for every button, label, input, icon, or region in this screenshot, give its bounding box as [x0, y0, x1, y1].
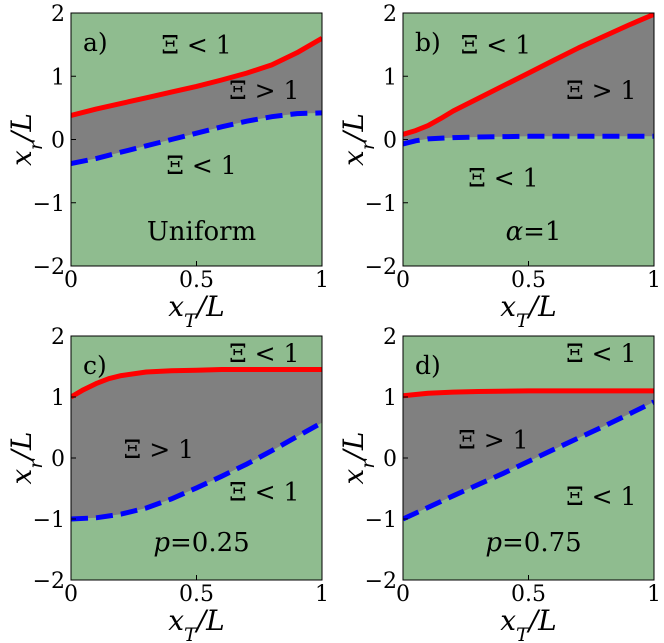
y-axis-label: xr/L — [337, 432, 379, 485]
y-tick-label: −2 — [365, 569, 397, 594]
panel-label: a) — [83, 28, 108, 57]
x-axis-label: xT/L — [500, 290, 557, 332]
x-tick-label: 0 — [64, 582, 78, 607]
y-axis-label: xr/L — [5, 432, 47, 485]
y-axis-label: xr/L — [337, 113, 379, 166]
y-axis-label: xr/L — [5, 113, 47, 166]
y-tick-label: 1 — [51, 386, 65, 411]
x-tick-label: 0 — [396, 582, 410, 607]
region-label: Ξ < 1 — [229, 478, 299, 507]
y-tick-label: 1 — [51, 65, 65, 90]
panel-label: b) — [415, 28, 441, 57]
region-label: Ξ < 1 — [166, 151, 236, 180]
x-tick-label: 0.5 — [179, 582, 214, 607]
region-label: Ξ < 1 — [461, 31, 531, 60]
upper-boundary-line — [71, 36, 322, 118]
panel-label: d) — [415, 351, 441, 380]
y-tick-label: 2 — [51, 325, 65, 350]
region-label: Ξ > 1 — [124, 435, 194, 464]
region-gray — [403, 14, 654, 144]
chart-panel-2: 210−1−20 0.5 1xT/Lxr/Lb) Ξ < 1Ξ > 1Ξ < 1α=1 — [337, 2, 661, 332]
y-tick-label: 0 — [383, 447, 397, 472]
chart-panel-4: 210−1−20 0.5 1xT/Lxr/Ld) Ξ < 1Ξ > 1Ξ < 1p=0… — [337, 325, 661, 643]
y-tick-label: −1 — [365, 508, 397, 533]
condition-label: p=0.75 — [485, 528, 581, 558]
condition-label: Uniform — [147, 217, 256, 247]
y-tick-label: −1 — [33, 192, 65, 217]
region-label: Ξ < 1 — [468, 163, 538, 192]
lower-boundary-line — [71, 110, 322, 166]
upper-boundary-line — [403, 388, 654, 399]
region-label: Ξ < 1 — [161, 31, 231, 60]
y-tick-label: 2 — [383, 2, 397, 27]
region-label: Ξ > 1 — [229, 76, 299, 105]
lower-boundary-line — [403, 133, 654, 147]
condition-label: α=1 — [506, 217, 562, 247]
y-tick-label: 2 — [51, 2, 65, 27]
y-tick-label: 2 — [383, 325, 397, 350]
region-label: Ξ < 1 — [566, 482, 636, 511]
x-tick-label: 1 — [647, 582, 661, 607]
x-axis-label: xT/L — [500, 604, 557, 643]
lower-boundary-line — [403, 399, 654, 522]
region-label: Ξ > 1 — [566, 76, 636, 105]
x-axis-label: xT/L — [168, 290, 225, 332]
x-tick-label: 1 — [315, 582, 329, 607]
x-tick-label: 1 — [647, 268, 661, 293]
region-label: Ξ < 1 — [229, 339, 299, 368]
y-tick-label: −2 — [33, 255, 65, 280]
x-tick-label: 0.5 — [511, 582, 546, 607]
y-tick-label: −1 — [33, 508, 65, 533]
region-gray — [403, 390, 654, 519]
chart-panel-3: 210−1−20 0.5 1xT/Lxr/Lc) Ξ < 1Ξ > 1Ξ < 1p=0… — [5, 325, 329, 643]
region-gray — [71, 369, 322, 519]
y-tick-label: −1 — [365, 192, 397, 217]
region-label: Ξ < 1 — [566, 339, 636, 368]
y-tick-label: −2 — [365, 255, 397, 280]
y-tick-label: −2 — [33, 569, 65, 594]
x-axis-label: xT/L — [168, 604, 225, 643]
chart-panel-1: 210−1−20 0.5 1xT/Lxr/La) Ξ < 1Ξ > 1Ξ < 1Uni… — [5, 2, 329, 332]
y-tick-label: 0 — [51, 129, 65, 154]
x-tick-label: 0 — [64, 268, 78, 293]
lower-boundary-line — [71, 420, 322, 522]
y-tick-label: 0 — [51, 447, 65, 472]
panel-label: c) — [83, 351, 107, 380]
x-tick-label: 0 — [396, 268, 410, 293]
y-tick-label: 1 — [383, 386, 397, 411]
condition-label: p=0.25 — [153, 528, 249, 558]
region-label: Ξ > 1 — [458, 426, 528, 455]
x-tick-label: 0.5 — [511, 268, 546, 293]
upper-boundary-line — [403, 13, 654, 137]
x-tick-label: 1 — [315, 268, 329, 293]
y-tick-label: 0 — [383, 129, 397, 154]
upper-boundary-line — [71, 367, 322, 400]
x-tick-label: 0.5 — [179, 268, 214, 293]
y-tick-label: 1 — [383, 65, 397, 90]
